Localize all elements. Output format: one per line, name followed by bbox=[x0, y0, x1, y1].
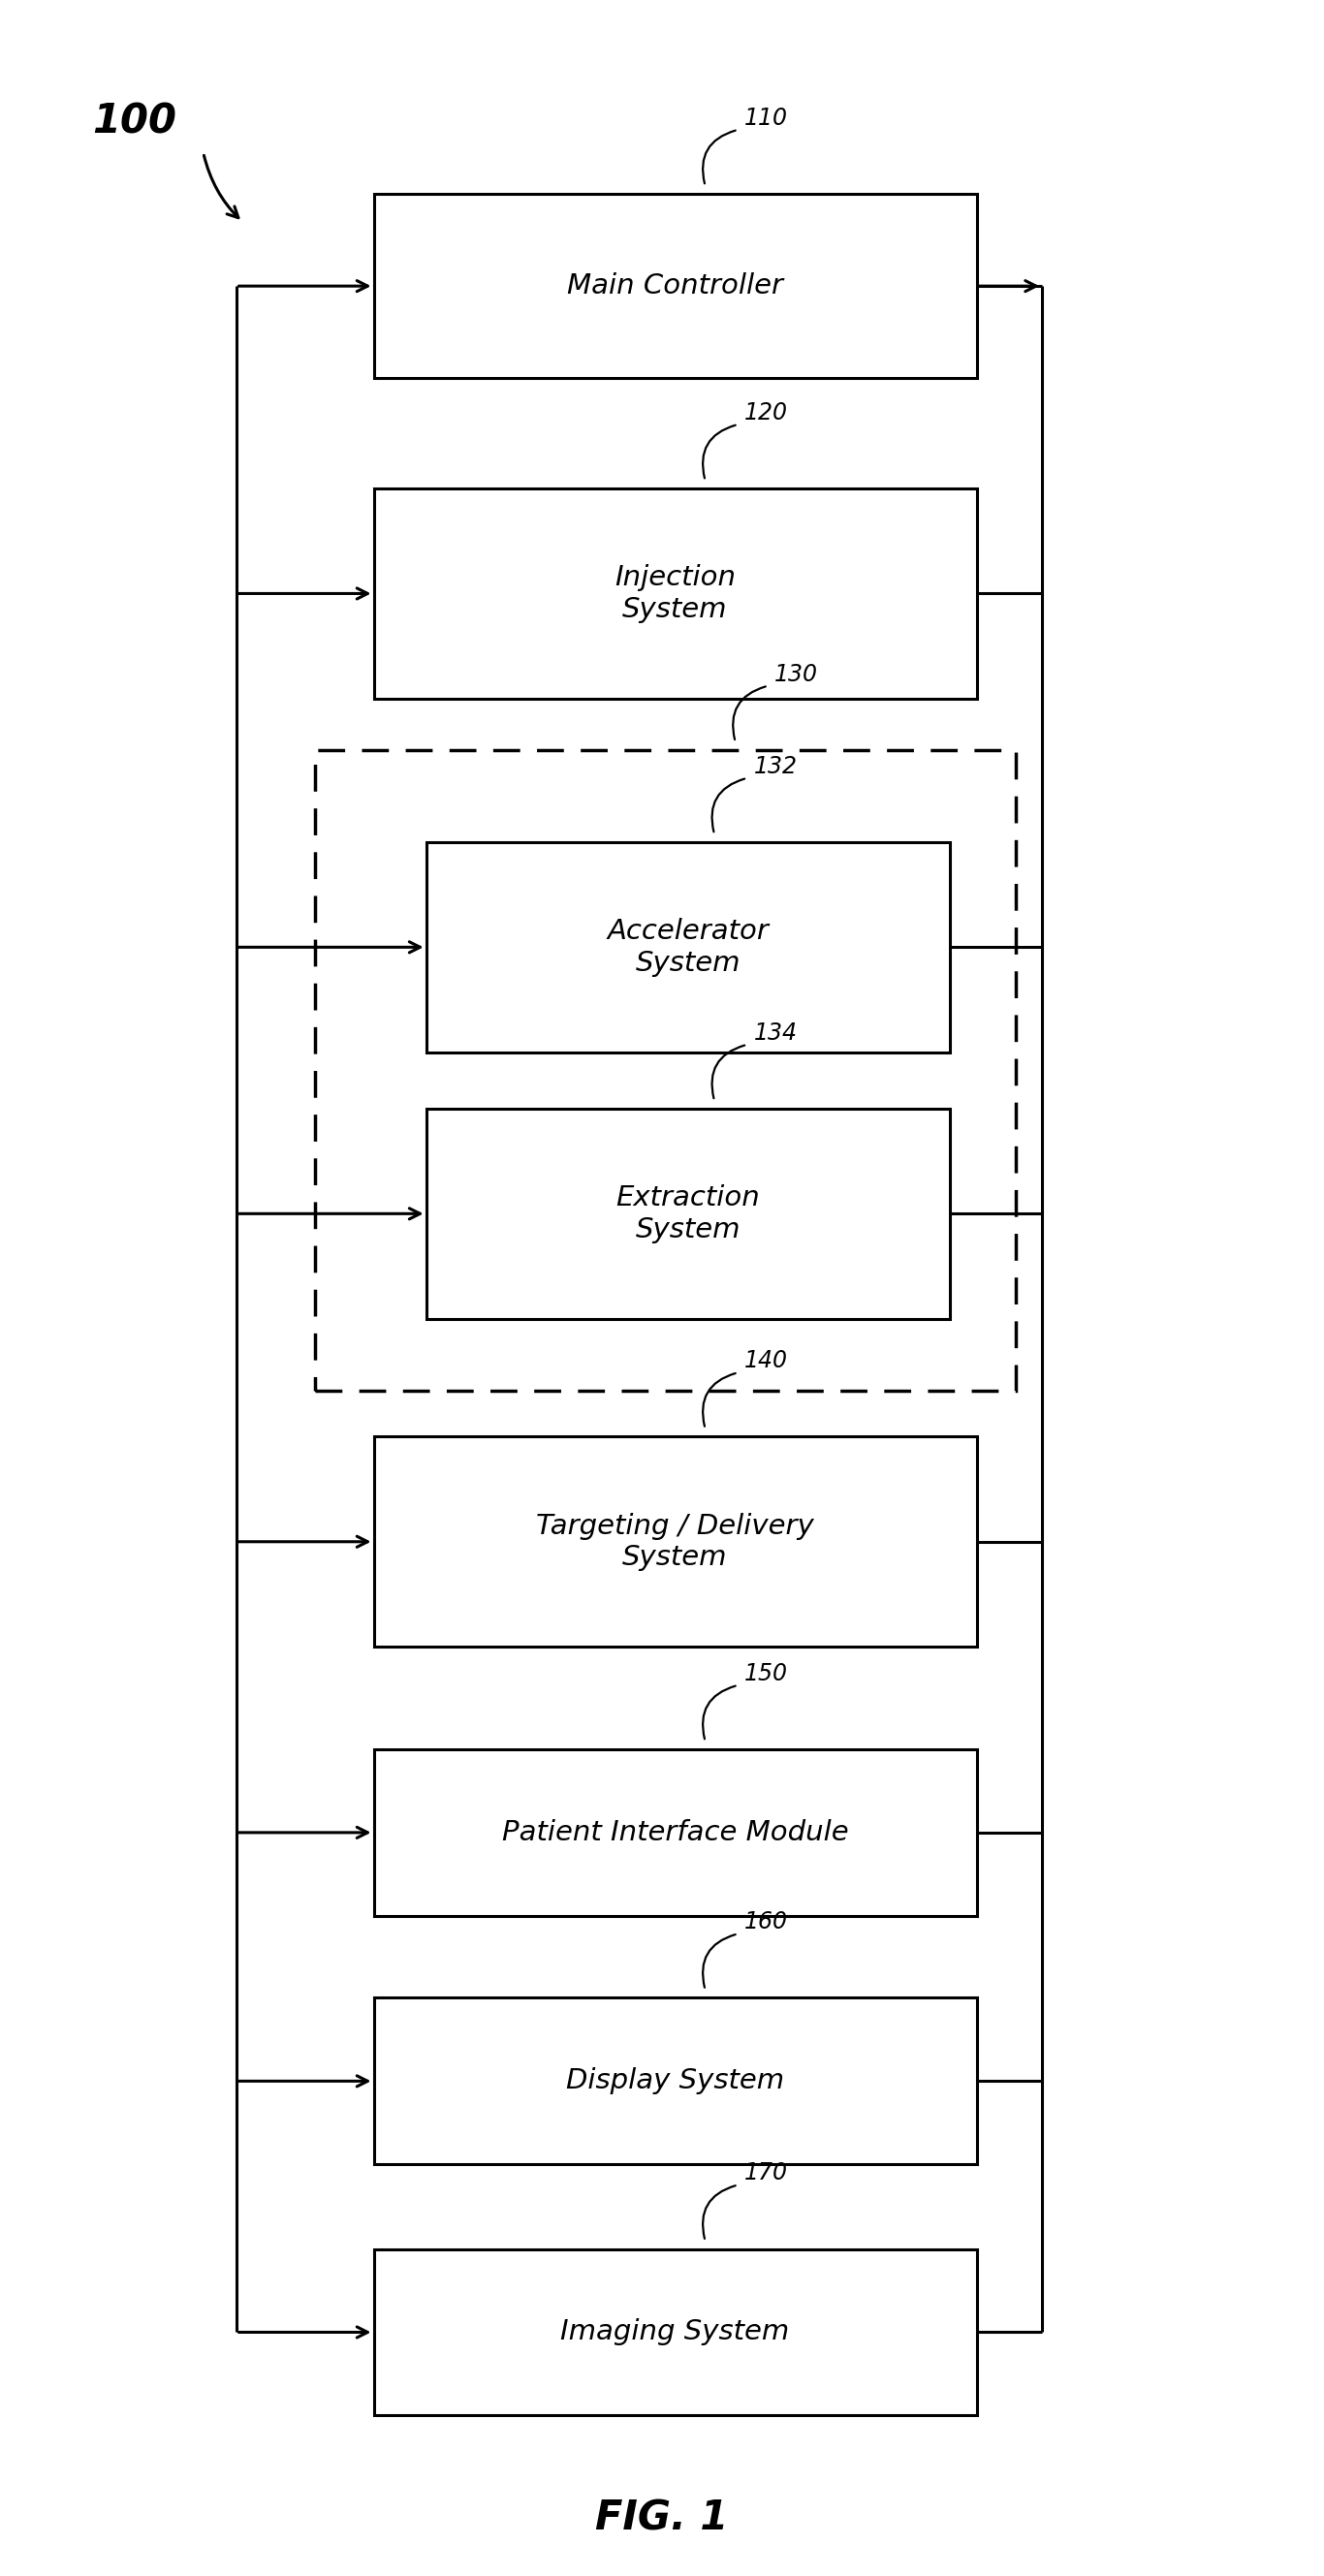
Bar bbox=[373, 489, 977, 698]
Text: Main Controller: Main Controller bbox=[567, 273, 784, 299]
Bar bbox=[373, 193, 977, 379]
Bar bbox=[373, 1999, 977, 2164]
Text: 130: 130 bbox=[775, 662, 818, 685]
Text: Extraction
System: Extraction System bbox=[616, 1185, 760, 1244]
Text: FIG. 1: FIG. 1 bbox=[596, 2499, 728, 2537]
Text: Imaging System: Imaging System bbox=[560, 2318, 789, 2347]
Bar bbox=[373, 2249, 977, 2416]
Text: 160: 160 bbox=[744, 1911, 788, 1935]
Text: 132: 132 bbox=[753, 755, 797, 778]
Text: Patient Interface Module: Patient Interface Module bbox=[502, 1819, 849, 1847]
Text: 100: 100 bbox=[91, 100, 176, 142]
Text: 110: 110 bbox=[744, 106, 788, 129]
Text: 170: 170 bbox=[744, 2161, 788, 2184]
Text: Display System: Display System bbox=[565, 2069, 784, 2094]
Text: 140: 140 bbox=[744, 1350, 788, 1373]
Text: Targeting / Delivery
System: Targeting / Delivery System bbox=[536, 1512, 814, 1571]
Bar bbox=[426, 1108, 951, 1319]
Bar bbox=[373, 1437, 977, 1646]
Bar bbox=[373, 1749, 977, 1917]
Text: 134: 134 bbox=[753, 1020, 797, 1043]
Text: Accelerator
System: Accelerator System bbox=[608, 917, 769, 976]
Text: 120: 120 bbox=[744, 402, 788, 425]
Text: Injection
System: Injection System bbox=[614, 564, 736, 623]
Bar bbox=[315, 750, 1016, 1391]
Bar bbox=[426, 842, 951, 1051]
Text: 150: 150 bbox=[744, 1662, 788, 1685]
